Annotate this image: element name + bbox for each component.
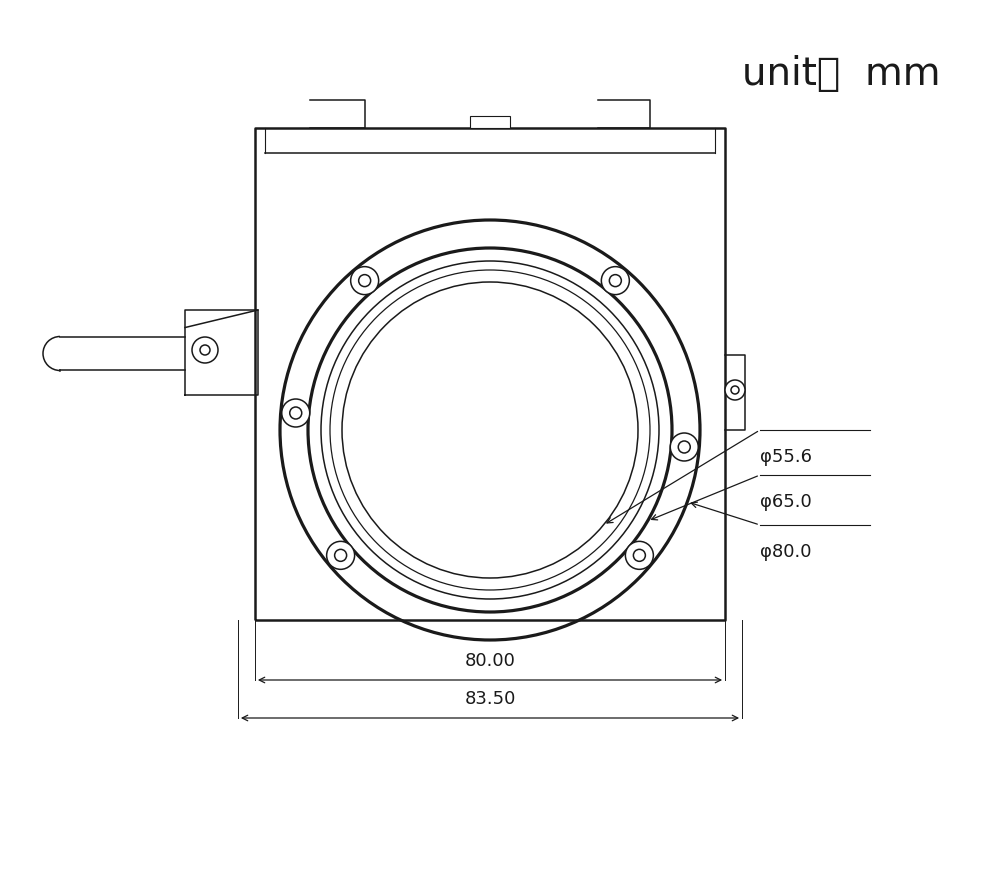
Text: 80.00: 80.00 [465,652,515,670]
Ellipse shape [670,433,698,461]
Ellipse shape [282,399,310,427]
Text: φ55.6: φ55.6 [760,448,812,466]
Text: φ80.0: φ80.0 [760,543,812,561]
Ellipse shape [625,541,653,569]
Text: 83.50: 83.50 [464,690,516,708]
Ellipse shape [327,541,355,569]
Text: unit：  mm: unit： mm [742,55,940,93]
Ellipse shape [351,267,379,295]
Bar [470,116,510,128]
Text: φ65.0: φ65.0 [760,493,812,511]
Ellipse shape [725,380,745,400]
Ellipse shape [601,267,629,295]
Ellipse shape [192,337,218,363]
